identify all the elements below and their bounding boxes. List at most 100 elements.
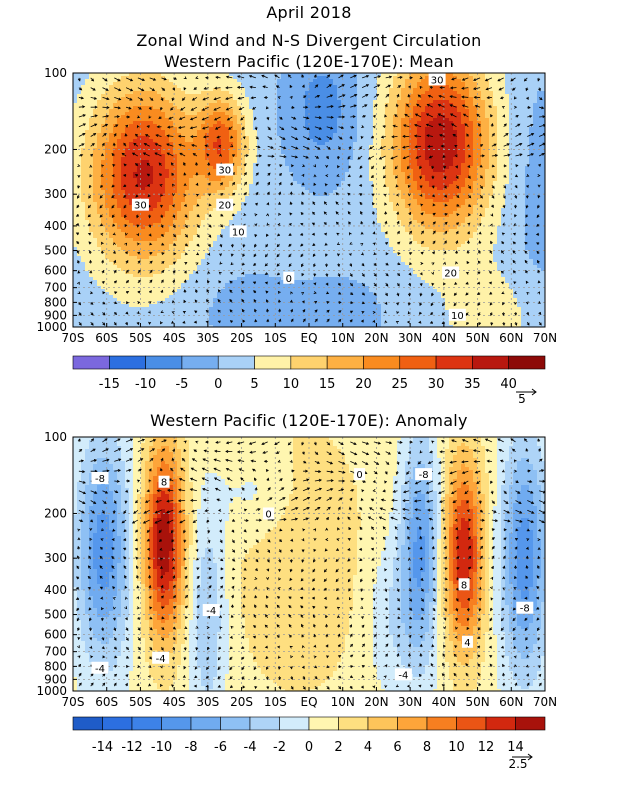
field-cell <box>121 172 126 176</box>
field-cell <box>229 130 234 134</box>
field-cell <box>201 76 206 80</box>
field-cell <box>401 79 406 83</box>
field-cell <box>405 193 410 197</box>
field-cell <box>421 127 426 131</box>
field-cell <box>457 160 462 164</box>
field-cell <box>393 154 398 158</box>
field-cell <box>465 79 470 83</box>
field-cell <box>277 145 282 149</box>
field-cell <box>153 160 158 164</box>
field-cell <box>129 115 134 119</box>
field-cell <box>277 157 282 161</box>
field-cell <box>121 97 126 101</box>
field-cell <box>361 193 366 197</box>
field-cell <box>101 136 106 140</box>
field-cell <box>185 97 190 101</box>
field-cell <box>269 169 274 173</box>
field-cell <box>485 175 490 179</box>
field-cell <box>165 172 170 176</box>
field-cell <box>197 94 202 98</box>
field-cell <box>113 121 118 125</box>
field-cell <box>509 169 514 173</box>
field-cell <box>97 82 102 86</box>
field-cell <box>121 163 126 167</box>
field-cell <box>149 172 154 176</box>
field-cell <box>413 133 418 137</box>
field-cell <box>249 103 254 107</box>
field-cell <box>485 148 490 152</box>
field-cell <box>413 193 418 197</box>
field-cell <box>405 100 410 104</box>
field-cell <box>213 103 218 107</box>
field-cell <box>109 181 114 185</box>
field-cell <box>249 154 254 158</box>
field-cell <box>305 136 310 140</box>
field-cell <box>369 91 374 95</box>
field-cell <box>233 136 238 140</box>
field-cell <box>117 103 122 107</box>
field-cell <box>405 106 410 110</box>
field-cell <box>185 175 190 179</box>
field-cell <box>497 160 502 164</box>
field-cell <box>165 82 170 86</box>
field-cell <box>185 154 190 158</box>
field-cell <box>169 184 174 188</box>
field-cell <box>341 154 346 158</box>
field-cell <box>177 175 182 179</box>
field-cell <box>533 175 538 179</box>
field-cell <box>537 103 542 107</box>
field-cell <box>517 169 522 173</box>
field-cell <box>205 190 210 194</box>
field-cell <box>213 160 218 164</box>
field-cell <box>469 82 474 86</box>
field-cell <box>137 88 142 92</box>
field-cell <box>457 130 462 134</box>
field-cell <box>153 193 158 197</box>
field-cell <box>477 187 482 191</box>
field-cell <box>261 160 266 164</box>
field-cell <box>397 184 402 188</box>
field-cell <box>201 88 206 92</box>
field-cell <box>321 88 326 92</box>
field-cell <box>469 139 474 143</box>
field-cell <box>273 115 278 119</box>
field-cell <box>441 94 446 98</box>
field-cell <box>445 139 450 143</box>
field-cell <box>181 160 186 164</box>
field-cell <box>457 115 462 119</box>
field-cell <box>497 184 502 188</box>
field-cell <box>261 196 266 200</box>
field-cell <box>481 145 486 149</box>
field-cell <box>477 118 482 122</box>
field-cell <box>117 196 122 200</box>
field-cell <box>489 130 494 134</box>
field-cell <box>225 100 230 104</box>
field-cell <box>533 157 538 161</box>
field-cell <box>421 106 426 110</box>
field-cell <box>477 100 482 104</box>
field-cell <box>417 169 422 173</box>
field-cell <box>493 187 498 191</box>
field-cell <box>177 151 182 155</box>
field-cell <box>73 88 78 92</box>
field-cell <box>457 91 462 95</box>
field-cell <box>537 82 542 86</box>
field-cell <box>481 187 486 191</box>
field-cell <box>397 178 402 182</box>
field-cell <box>397 154 402 158</box>
field-cell <box>105 166 110 170</box>
field-cell <box>201 151 206 155</box>
field-cell <box>377 196 382 200</box>
field-cell <box>493 100 498 104</box>
field-cell <box>277 181 282 185</box>
field-cell <box>441 193 446 197</box>
field-cell <box>349 91 354 95</box>
field-cell <box>425 73 430 77</box>
field-cell <box>137 100 142 104</box>
field-cell <box>353 169 358 173</box>
field-cell <box>113 172 118 176</box>
field-cell <box>345 88 350 92</box>
field-cell <box>233 187 238 191</box>
field-cell <box>97 139 102 143</box>
field-cell <box>461 187 466 191</box>
